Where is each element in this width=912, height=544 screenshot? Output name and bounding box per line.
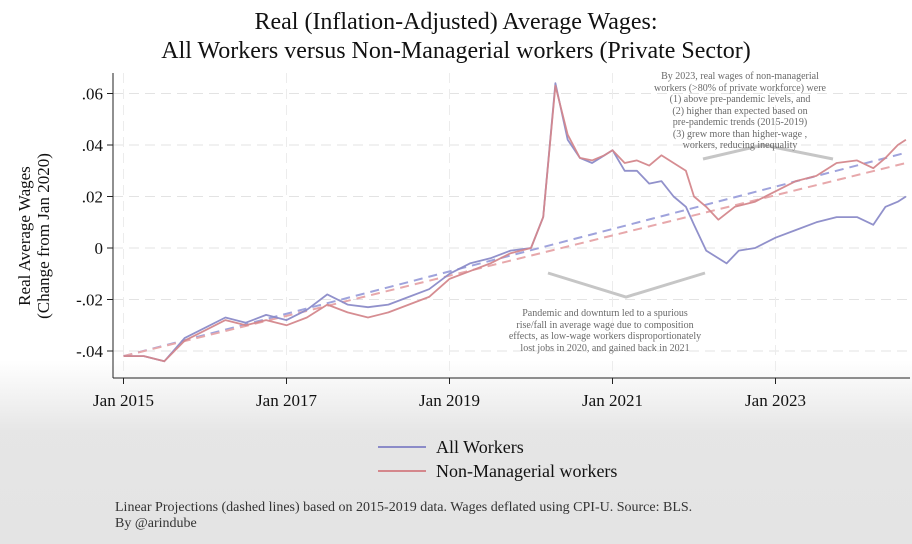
x-tick-label: Jan 2019 [419, 391, 480, 410]
annotation-line: Pandemic and downturn led to a spurious [522, 308, 688, 319]
y-axis-label-sub: (Change from Jan 2020) [34, 153, 53, 319]
annotation-line: rise/fall in average wage due to composi… [516, 319, 694, 331]
grid-layer [113, 73, 910, 378]
y-tick-label: 0 [95, 239, 104, 258]
annotation-line: (1) above pre-pandemic levels, and [669, 94, 811, 105]
annotation-line: (3) grew more than higher-wage , [672, 128, 808, 140]
y-axis-label: Real Average Wages [15, 166, 34, 306]
annotation-brackets [547, 143, 834, 299]
series-layer [123, 82, 907, 363]
legend-item-non-managerial: Non-Managerial workers [378, 460, 617, 482]
y-tick-label: -.04 [76, 342, 103, 361]
y-tick-label: .02 [82, 188, 103, 207]
annotation-line: workers (>80% of private workforce) were [654, 82, 826, 94]
annotation-line: lost jobs in 2020, and gained back in 20… [520, 342, 690, 354]
footnote-source: Linear Projections (dashed lines) based … [115, 500, 693, 515]
chart-subtitle: All Workers versus Non-Managerial worker… [161, 38, 751, 64]
annotation-line: (2) higher than expected based on [672, 105, 808, 117]
chart-title: Real (Inflation-Adjusted) Average Wages: [254, 9, 658, 35]
legend: All Workers Non-Managerial workers [378, 436, 617, 484]
x-tick-label: Jan 2021 [582, 391, 643, 410]
annotation-bottom: Pandemic and downturn led to a spurious … [455, 308, 755, 354]
legend-item-all-workers: All Workers [378, 436, 617, 458]
bottom-shade [0, 360, 912, 544]
annotation-line: workers, reducing inequality [682, 140, 798, 151]
legend-label: Non-Managerial workers [436, 460, 618, 481]
axes-layer: .06 .04 .02 0 -.02 -.04 Jan 2015 Jan 2017 Jan 20… [76, 73, 910, 410]
legend-swatch [378, 446, 426, 448]
annotation-line: By 2023, real wages of non-managerial [661, 71, 819, 82]
annotation-top: By 2023, real wages of non-managerial wo… [620, 71, 860, 152]
y-tick-label: .04 [82, 136, 104, 155]
x-tick-label: Jan 2015 [93, 391, 154, 410]
annotation-line: pre-pandemic trends (2015-2019) [672, 117, 808, 128]
legend-label: All Workers [436, 436, 524, 457]
annotation-line: effects, as low-wage workers disproporti… [508, 331, 702, 342]
footnote: Linear Projections (dashed lines) based … [115, 500, 692, 532]
bracket-bottom [547, 271, 706, 299]
bracket-top [702, 143, 834, 161]
y-tick-label: .06 [82, 85, 103, 104]
footnote-author: By @arindube [115, 516, 197, 531]
x-tick-label: Jan 2017 [256, 391, 317, 410]
legend-swatch [378, 470, 426, 472]
series-line-non-managerial [123, 84, 907, 363]
x-tick-label: Jan 2023 [745, 391, 806, 410]
y-tick-label: -.02 [76, 291, 103, 310]
